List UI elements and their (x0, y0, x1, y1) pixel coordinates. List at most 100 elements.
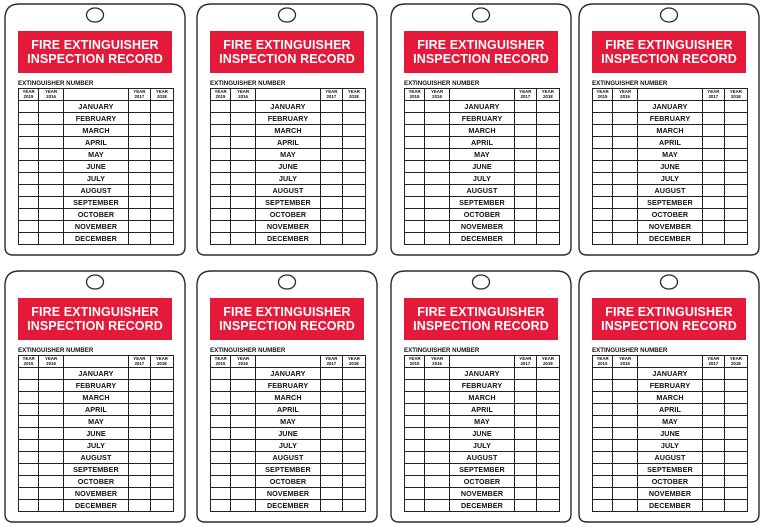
month-label: FEBRUARY (448, 379, 516, 392)
tag-content: FIRE EXTINGUISHER INSPECTION RECORD EXTING… (577, 3, 761, 257)
inspection-check-cell (591, 124, 614, 137)
year-header-cell: YEAR 2018 (341, 88, 367, 101)
month-label: JUNE (448, 160, 516, 173)
inspection-check-cell (230, 487, 256, 500)
inspection-check-cell (128, 475, 151, 488)
inspection-check-cell (514, 379, 537, 392)
inspection-check-cell (341, 112, 367, 125)
inspection-check-cell (341, 391, 367, 404)
inspection-check-cell (591, 475, 614, 488)
inspection-check-cell (514, 112, 537, 125)
inspection-check-cell (723, 136, 749, 149)
inspection-check-cell (403, 427, 426, 440)
tag-title-line-2: INSPECTION RECORD (219, 52, 355, 66)
inspection-check-cell (149, 391, 175, 404)
inspection-check-cell (514, 451, 537, 464)
inspection-check-cell (230, 427, 256, 440)
inspection-check-cell (403, 124, 426, 137)
inspection-check-cell (230, 112, 256, 125)
month-row: AUGUST (17, 184, 175, 197)
inspection-check-cell (403, 415, 426, 428)
year-header-cell: YEAR 2018 (535, 88, 561, 101)
month-row: MAY (591, 148, 749, 161)
inspection-check-cell (702, 148, 725, 161)
inspection-check-cell (591, 196, 614, 209)
year-header-word: YEAR (596, 355, 609, 361)
inspection-check-cell (514, 136, 537, 149)
month-label: JUNE (636, 427, 704, 440)
month-label: JULY (62, 172, 130, 185)
year-header-number: 2017 (520, 93, 531, 99)
inspection-check-cell (149, 403, 175, 416)
month-label: NOVEMBER (448, 487, 516, 500)
inspection-check-cell (723, 184, 749, 197)
inspection-check-cell (230, 367, 256, 380)
inspection-check-cell (341, 208, 367, 221)
month-row: JULY (591, 172, 749, 185)
inspection-check-cell (128, 100, 151, 113)
month-label: MARCH (448, 124, 516, 137)
inspection-check-cell (514, 184, 537, 197)
inspection-check-cell (424, 172, 450, 185)
inspection-check-cell (723, 379, 749, 392)
inspection-check-cell (341, 499, 367, 512)
inspection-tag: FIRE EXTINGUISHER INSPECTION RECORD EXTING… (3, 270, 187, 524)
inspection-check-cell (514, 208, 537, 221)
year-header-number: 2015 (597, 360, 608, 366)
grommet-hole (85, 274, 105, 290)
month-label: APRIL (448, 403, 516, 416)
inspection-check-cell (38, 427, 64, 440)
inspection-check-cell (702, 136, 725, 149)
inspection-check-cell (612, 124, 638, 137)
month-label: DECEMBER (62, 499, 130, 512)
month-row: JANUARY (209, 367, 367, 380)
inspection-check-cell (723, 160, 749, 173)
inspection-check-cell (403, 100, 426, 113)
year-header-number: 2018 (542, 360, 553, 366)
month-label: OCTOBER (636, 208, 704, 221)
inspection-check-cell (341, 415, 367, 428)
month-row: OCTOBER (403, 208, 561, 221)
month-row: JULY (591, 439, 749, 452)
inspection-check-cell (341, 427, 367, 440)
month-label: JANUARY (254, 100, 322, 113)
inspection-check-cell (702, 451, 725, 464)
inspection-check-cell (209, 379, 232, 392)
inspection-check-cell (403, 220, 426, 233)
inspection-tag: FIRE EXTINGUISHER INSPECTION RECORD EXTING… (3, 3, 187, 257)
month-row: MARCH (591, 391, 749, 404)
inspection-check-cell (320, 439, 343, 452)
month-label: NOVEMBER (254, 487, 322, 500)
month-label: JUNE (62, 427, 130, 440)
tag-title-line-2: INSPECTION RECORD (27, 319, 163, 333)
inspection-check-cell (341, 463, 367, 476)
inspection-check-cell (702, 112, 725, 125)
inspection-check-cell (128, 196, 151, 209)
inspection-check-cell (591, 160, 614, 173)
month-row: DECEMBER (403, 499, 561, 512)
inspection-check-cell (424, 367, 450, 380)
inspection-check-cell (17, 124, 40, 137)
inspection-check-cell (612, 391, 638, 404)
year-header-cell (254, 355, 322, 368)
inspection-tag: FIRE EXTINGUISHER INSPECTION RECORD EXTING… (389, 270, 573, 524)
inspection-check-cell (424, 112, 450, 125)
inspection-check-cell (341, 232, 367, 245)
inspection-check-cell (514, 439, 537, 452)
inspection-check-cell (149, 160, 175, 173)
extinguisher-number-label: EXTINGUISHER NUMBER (18, 80, 94, 87)
inspection-check-cell (17, 451, 40, 464)
year-header-number: 2016 (432, 360, 442, 366)
year-header-number: 2017 (326, 360, 337, 366)
year-header-word: YEAR (430, 88, 444, 94)
inspection-check-cell (702, 475, 725, 488)
inspection-check-cell (341, 379, 367, 392)
inspection-check-cell (128, 403, 151, 416)
month-label: JANUARY (448, 367, 516, 380)
inspection-check-cell (38, 196, 64, 209)
tag-title-line-1: FIRE EXTINGUISHER (417, 305, 545, 319)
year-header-word: YEAR (729, 355, 742, 361)
grommet-hole (85, 7, 105, 23)
inspection-check-cell (591, 100, 614, 113)
